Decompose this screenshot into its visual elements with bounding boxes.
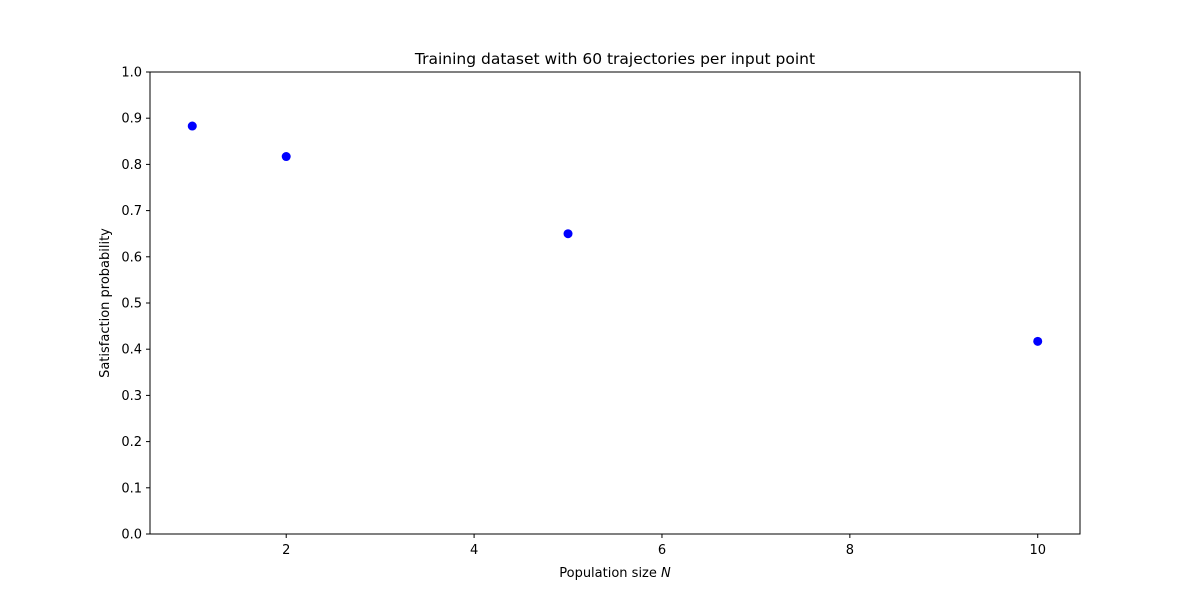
x-tick-label: 10 <box>1029 543 1046 558</box>
x-axis-label-text: Population size <box>559 566 657 581</box>
y-tick-label: 1.0 <box>121 66 142 81</box>
data-points <box>187 121 1043 346</box>
y-tick-label: 0.5 <box>121 297 142 312</box>
x-tick-label: 6 <box>658 543 666 558</box>
data-point <box>187 121 197 131</box>
data-point <box>1033 336 1043 346</box>
y-tick-label: 0.3 <box>121 389 142 404</box>
y-tick-label: 0.0 <box>121 528 142 543</box>
x-axis-label-symbol: N <box>661 566 671 581</box>
y-axis-label: Satisfaction probability <box>98 228 113 378</box>
plot-area-frame <box>149 71 1081 535</box>
y-tick-label: 0.4 <box>121 343 142 358</box>
x-tick-label: 2 <box>282 543 290 558</box>
y-tick-label: 0.1 <box>121 481 142 496</box>
x-axis-label: Population size N <box>559 566 671 581</box>
y-tick-label: 0.7 <box>121 204 142 219</box>
chart-title: Training dataset with 60 trajectories pe… <box>414 50 815 68</box>
y-tick-label: 0.2 <box>121 435 142 450</box>
y-tick-label: 0.6 <box>121 250 142 265</box>
data-point <box>563 229 573 239</box>
x-tick-label: 8 <box>846 543 854 558</box>
y-tick-label: 0.9 <box>121 112 142 127</box>
x-tick-label: 4 <box>470 543 478 558</box>
y-tick-label: 0.8 <box>121 158 142 173</box>
x-axis-ticks: 2 4 6 8 10 <box>282 534 1046 558</box>
data-point <box>281 152 291 162</box>
y-axis-ticks: 0.0 0.1 0.2 0.3 0.4 0.5 0.6 0.7 0.8 0.9 1.0 <box>121 66 150 543</box>
